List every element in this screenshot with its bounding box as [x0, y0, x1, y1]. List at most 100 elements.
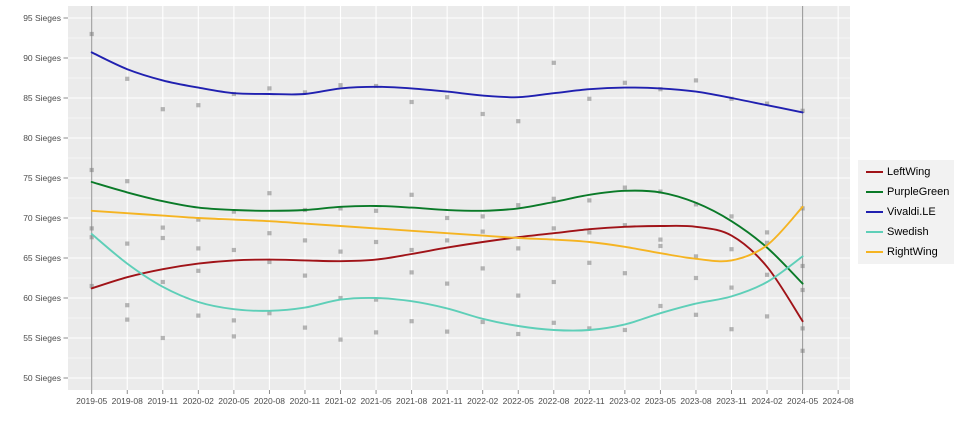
scatter-point [622, 327, 627, 333]
scatter-point [89, 283, 94, 289]
scatter-point [125, 179, 130, 184]
scatter-point [693, 202, 699, 207]
scatter-point [409, 99, 414, 105]
scatter-point [622, 80, 627, 85]
legend-label: PurpleGreen [887, 186, 949, 198]
scatter-point [729, 327, 734, 332]
x-tick-label: 2022-02 [467, 396, 498, 406]
scatter-points [89, 31, 805, 353]
scatter-point [196, 313, 201, 318]
scatter-point [373, 208, 379, 213]
scatter-point [764, 230, 770, 235]
scatter-point [658, 237, 663, 242]
scatter-point [516, 119, 521, 124]
legend-key-background [862, 163, 954, 181]
x-tick-label: 2020-02 [183, 396, 214, 406]
trend-lines [90, 51, 804, 332]
scatter-point [89, 226, 94, 231]
scatter-point [480, 319, 485, 325]
scatter-point [125, 76, 130, 81]
scatter-point [445, 281, 450, 286]
scatter-point [373, 297, 379, 302]
scatter-point [551, 60, 556, 65]
scatter-point [445, 215, 450, 221]
legend-item-vivaldi-le[interactable]: Vivaldi.LE [862, 203, 954, 221]
scatter-point [445, 95, 450, 100]
legend-label: Vivaldi.LE [887, 206, 936, 218]
scatter-point [729, 285, 734, 290]
scatter-point [302, 90, 308, 95]
legend-label: LeftWing [887, 166, 930, 178]
scatter-point [302, 273, 308, 278]
y-tick-label: 60 Sieges [23, 293, 61, 303]
scatter-point [693, 78, 699, 83]
scatter-point [267, 231, 272, 236]
scatter-point [267, 259, 272, 265]
scatter-point [125, 303, 130, 308]
scatter-point [729, 247, 734, 252]
legend-key-background [862, 243, 954, 261]
scatter-point [587, 326, 592, 331]
y-axis: 50 Sieges 55 Sieges 60 Sieges 65 Sieges 70 S… [23, 13, 68, 383]
scatter-point [587, 230, 592, 235]
x-tick-label: 2021-02 [325, 396, 356, 406]
y-tick-label: 65 Sieges [23, 253, 61, 263]
scatter-point [338, 295, 343, 301]
scatter-point [160, 335, 165, 341]
scatter-point [658, 303, 663, 309]
scatter-point [800, 348, 805, 353]
scatter-point [267, 191, 272, 196]
scatter-point [196, 246, 201, 251]
scatter-point [196, 268, 201, 273]
scatter-point [338, 249, 343, 254]
y-tick-label: 50 Sieges [23, 373, 61, 383]
trend-line-rightwing [90, 205, 804, 263]
scatter-point [587, 198, 592, 203]
scatter-point [196, 217, 201, 222]
scatter-point [516, 331, 521, 337]
legend-key-background [862, 223, 954, 241]
scatter-point [160, 225, 165, 230]
trend-line-leftwing [90, 224, 804, 323]
scatter-point [800, 287, 805, 293]
scatter-point [800, 206, 805, 211]
y-tick-label: 55 Sieges [23, 333, 61, 343]
legend-key-background [862, 183, 954, 201]
scatter-point [231, 209, 236, 214]
scatter-point [267, 86, 272, 91]
scatter-point [480, 229, 485, 234]
legend[interactable]: LeftWing PurpleGreen Vivaldi.LE Swedish Righ… [858, 160, 954, 264]
legend-item-leftwing[interactable]: LeftWing [862, 163, 954, 181]
trend-line-purplegreen [90, 181, 804, 285]
scatter-point [373, 330, 379, 335]
scatter-point [480, 214, 485, 219]
scatter-point [551, 279, 556, 285]
y-tick-label: 95 Sieges [23, 13, 61, 23]
scatter-point [445, 329, 450, 334]
scatter-point [338, 206, 343, 211]
y-tick-label: 80 Sieges [23, 133, 61, 143]
scatter-point [800, 263, 805, 269]
scatter-point [409, 319, 414, 324]
scatter-point [302, 325, 308, 330]
legend-item-rightwing[interactable]: RightWing [862, 243, 954, 261]
legend-item-swedish[interactable]: Swedish [862, 223, 954, 241]
x-tick-label: 2023-05 [645, 396, 676, 406]
scatter-point [409, 270, 414, 275]
scatter-point [729, 214, 734, 219]
scatter-point [516, 246, 521, 251]
trend-line-swedish [90, 233, 804, 332]
trend-line-vivaldi-le [90, 51, 804, 114]
legend-item-purplegreen[interactable]: PurpleGreen [862, 183, 954, 201]
scatter-point [196, 103, 201, 108]
scatter-point [480, 111, 485, 117]
y-tick-label: 70 Sieges [23, 213, 61, 223]
scatter-point [622, 271, 627, 276]
scatter-point [231, 318, 236, 323]
x-axis: 2019-05 2019-08 2019-11 2020-02 2020-05 2020-… [76, 390, 854, 406]
scatter-point [89, 235, 94, 240]
scatter-point [373, 239, 379, 245]
y-tick-label: 75 Sieges [23, 173, 61, 183]
x-tick-label: 2022-11 [574, 396, 605, 406]
